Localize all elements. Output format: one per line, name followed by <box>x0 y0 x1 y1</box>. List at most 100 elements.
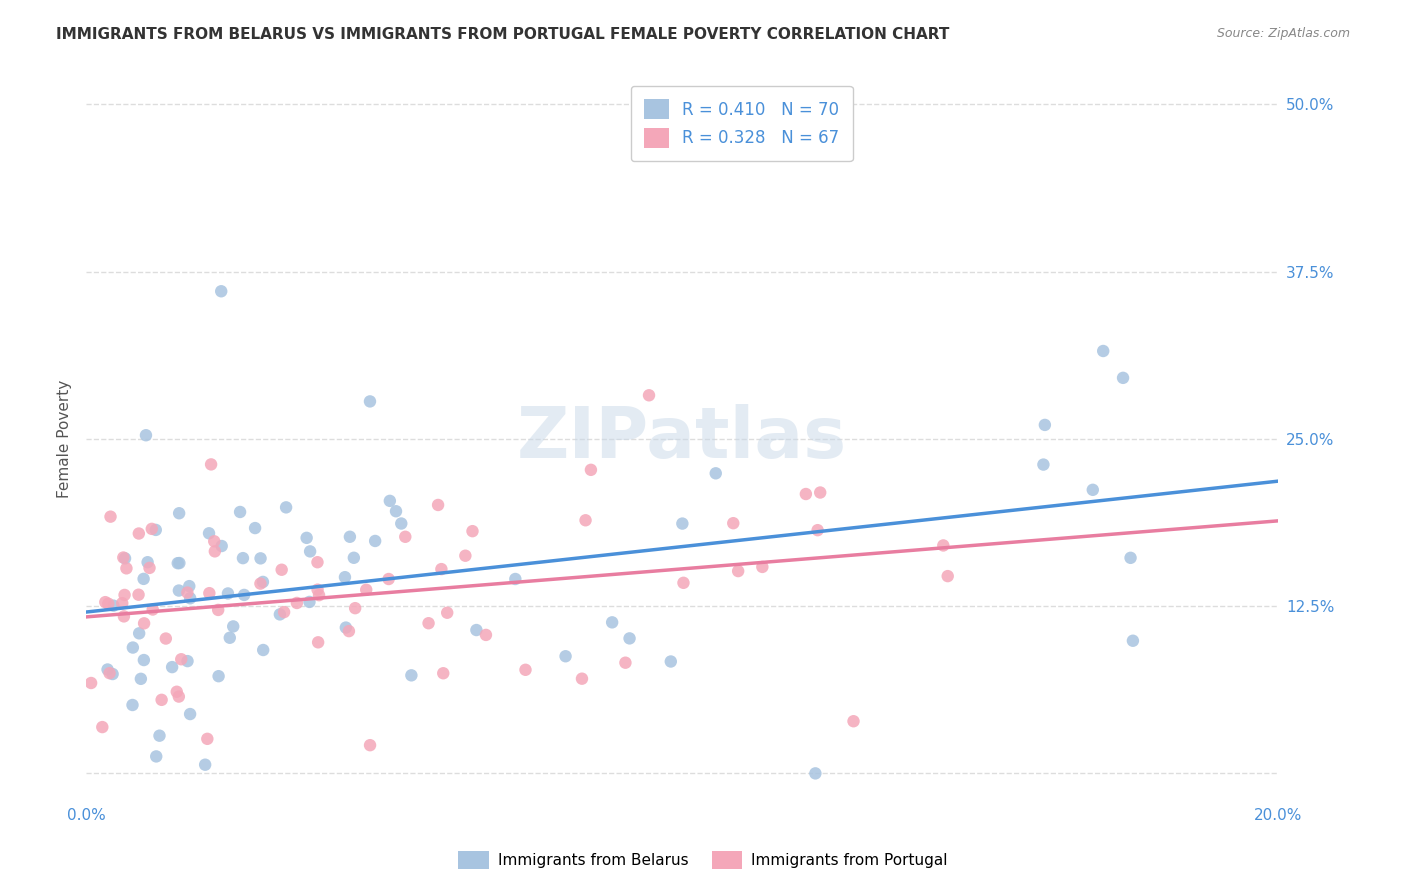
Point <box>252 574 274 589</box>
Point <box>166 685 188 699</box>
Point <box>333 570 356 584</box>
Point <box>114 588 136 602</box>
Point <box>936 569 959 583</box>
Point <box>418 616 440 631</box>
Point <box>475 628 498 642</box>
Point <box>100 509 122 524</box>
Point <box>307 635 329 649</box>
Point <box>465 623 488 637</box>
Point <box>128 626 150 640</box>
Point <box>167 506 190 520</box>
Point <box>337 624 360 639</box>
Point <box>217 586 239 600</box>
Point <box>142 602 165 616</box>
Point <box>436 606 458 620</box>
Point <box>619 632 641 646</box>
Point <box>243 521 266 535</box>
Point <box>339 530 361 544</box>
Point <box>659 655 682 669</box>
Point <box>378 494 401 508</box>
Point <box>807 523 830 537</box>
Point <box>385 504 408 518</box>
Point <box>148 729 170 743</box>
Point <box>111 596 134 610</box>
Point <box>167 583 190 598</box>
Point <box>229 505 252 519</box>
Point <box>344 601 367 615</box>
Point <box>195 731 218 746</box>
Point <box>112 609 135 624</box>
Point <box>198 586 221 600</box>
Point <box>364 533 387 548</box>
Legend: Immigrants from Belarus, Immigrants from Portugal: Immigrants from Belarus, Immigrants from… <box>453 845 953 875</box>
Point <box>176 585 198 599</box>
Point <box>249 551 271 566</box>
Point <box>249 576 271 591</box>
Point <box>579 463 602 477</box>
Point <box>515 663 537 677</box>
Point <box>132 572 155 586</box>
Point <box>198 526 221 541</box>
Point <box>359 738 381 752</box>
Point <box>808 485 831 500</box>
Text: ZIPatlas: ZIPatlas <box>517 404 846 474</box>
Point <box>432 666 454 681</box>
Point <box>932 538 955 552</box>
Point <box>307 555 329 569</box>
Point <box>377 572 399 586</box>
Point <box>170 652 193 666</box>
Point <box>505 572 527 586</box>
Point <box>97 597 120 611</box>
Point <box>132 616 155 631</box>
Point <box>574 513 596 527</box>
Point <box>121 698 143 712</box>
Point <box>138 561 160 575</box>
Point <box>430 562 453 576</box>
Point <box>169 556 191 570</box>
Point <box>252 643 274 657</box>
Point <box>96 663 118 677</box>
Point <box>298 595 321 609</box>
Point <box>194 757 217 772</box>
Point <box>179 707 201 722</box>
Point <box>179 591 201 606</box>
Point <box>80 676 103 690</box>
Point <box>207 669 229 683</box>
Point <box>202 534 225 549</box>
Point <box>155 632 177 646</box>
Point <box>128 588 150 602</box>
Point <box>614 656 637 670</box>
Point <box>335 621 357 635</box>
Point <box>427 498 450 512</box>
Point <box>804 766 827 780</box>
Point <box>554 649 576 664</box>
Point <box>200 458 222 472</box>
Point <box>150 693 173 707</box>
Point <box>207 603 229 617</box>
Point <box>1112 371 1135 385</box>
Text: IMMIGRANTS FROM BELARUS VS IMMIGRANTS FROM PORTUGAL FEMALE POVERTY CORRELATION C: IMMIGRANTS FROM BELARUS VS IMMIGRANTS FR… <box>56 27 949 42</box>
Point <box>270 563 292 577</box>
Point <box>308 588 330 602</box>
Point <box>176 654 198 668</box>
Point <box>600 615 623 630</box>
Point <box>94 595 117 609</box>
Point <box>269 607 291 622</box>
Point <box>91 720 114 734</box>
Point <box>273 605 295 619</box>
Point <box>794 487 817 501</box>
Point <box>394 530 416 544</box>
Point <box>98 666 121 681</box>
Point <box>115 561 138 575</box>
Point <box>1033 417 1056 432</box>
Point <box>145 523 167 537</box>
Point <box>299 544 322 558</box>
Point <box>132 653 155 667</box>
Point <box>112 550 135 565</box>
Point <box>1092 343 1115 358</box>
Point <box>751 560 773 574</box>
Text: Source: ZipAtlas.com: Source: ZipAtlas.com <box>1216 27 1350 40</box>
Point <box>723 516 745 531</box>
Point <box>179 579 201 593</box>
Point <box>233 588 256 602</box>
